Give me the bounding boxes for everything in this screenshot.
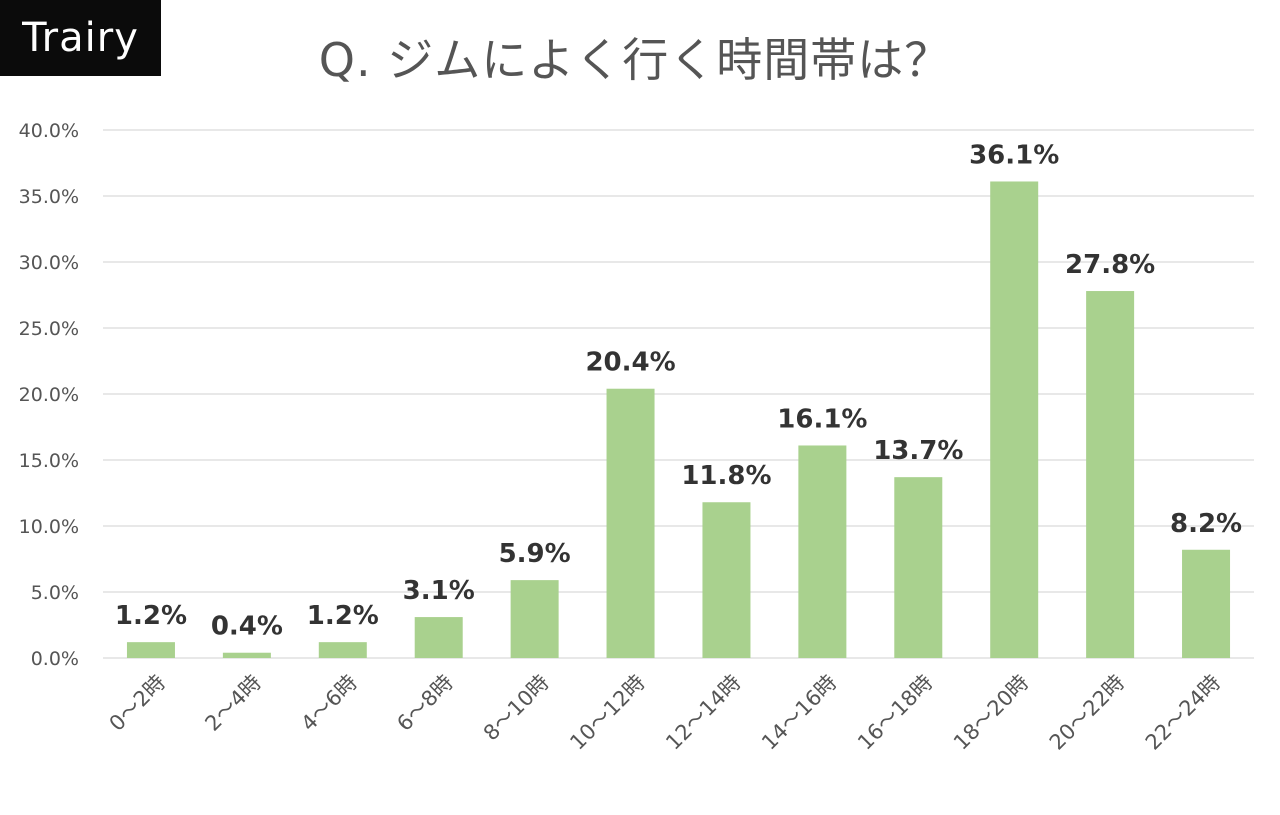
bar [606,388,655,658]
y-tick-label: 15.0% [19,450,79,472]
x-category-label: 18～20時 [949,670,1033,754]
x-category-label: 12～14時 [661,670,745,754]
y-tick-label: 25.0% [19,318,79,340]
bars [126,181,1231,659]
data-label: 8.2% [1170,509,1242,539]
x-category-label: 2～4時 [200,670,266,736]
x-category-label: 8～10時 [479,670,554,745]
bar [414,617,463,658]
bar [1086,291,1135,658]
x-category-label: 6～8時 [392,670,458,736]
x-category-label: 16～18時 [853,670,937,754]
bar [318,642,367,658]
data-label: 11.8% [681,461,771,491]
x-category-label: 0～2時 [105,670,171,736]
y-tick-label: 0.0% [31,648,79,670]
bar [990,181,1039,659]
data-labels: 1.2% 0.4% 1.2% 3.1% 5.9% 20.4% 11.8%16.1%13.7%… [115,140,1242,641]
chart-title: Q. ジムによく行く時間帯は？ [318,33,952,87]
bar [702,502,751,658]
bar [126,642,175,658]
x-category-label: 10～12時 [565,670,649,754]
data-label: 13.7% [873,436,963,466]
data-label: 16.1% [777,404,867,434]
y-tick-label: 30.0% [19,252,79,274]
x-category-label: 22～24時 [1141,670,1225,754]
x-category-label: 14～16時 [757,670,841,754]
y-axis-ticks: 0.0% 5.0% 10.0% 15.0% 20.0% 25.0% 30.0% 35.0% 40… [19,120,79,670]
bar [894,477,943,658]
y-tick-label: 40.0% [19,120,79,142]
data-label: 1.2% [115,601,187,631]
bar [510,580,559,658]
gridlines [103,129,1254,659]
data-label: 3.1% [403,576,475,606]
data-label: 0.4% [211,612,283,642]
y-tick-label: 5.0% [31,582,79,604]
data-label: 1.2% [307,601,379,631]
y-tick-label: 35.0% [19,186,79,208]
bar [798,445,847,658]
data-label: 20.4% [585,348,675,378]
brand-logo: Trairy [0,0,161,76]
y-tick-label: 20.0% [19,384,79,406]
data-label: 36.1% [969,140,1059,170]
data-label: 27.8% [1065,250,1155,280]
x-category-label: 20～22時 [1045,670,1129,754]
bar [1182,549,1231,658]
bar [222,652,271,658]
y-tick-label: 10.0% [19,516,79,538]
data-label: 5.9% [499,539,571,569]
x-category-label: 4～6時 [296,670,362,736]
x-axis-categories: 0～2時 2～4時 4～6時 6～8時 8～10時 10～12時 12～14時 14～16時 1… [105,670,1226,754]
